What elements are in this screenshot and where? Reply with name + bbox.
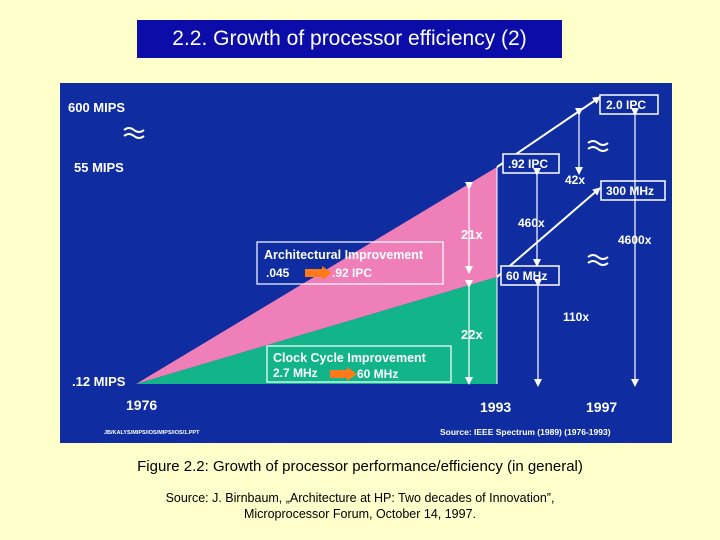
figure-id: JB/KALYS/MIPS/IOS/MIPS/IOS/1.PPT (104, 430, 200, 436)
label-year-1976: 1976 (126, 397, 157, 413)
clock-to: 60 MHz (357, 367, 398, 381)
factor-460x: 460x (518, 216, 545, 230)
factor-arrows (465, 108, 639, 387)
figure-source: Source: IEEE Spectrum (1989) (1976-1993) (440, 427, 611, 437)
label-year-1993: 1993 (480, 399, 511, 415)
source-line-1: Source: J. Birnbaum, „Architecture at HP… (165, 491, 555, 505)
clock-arrow-icon (330, 367, 357, 381)
label-55-mips: 55 MIPS (74, 160, 124, 175)
axis-break-left (123, 127, 145, 139)
factor-110x: 110x (563, 310, 589, 324)
factor-22x: 22x (461, 327, 483, 342)
source-citation: Source: J. Birnbaum, „Architecture at HP… (0, 490, 720, 522)
figure-caption: Figure 2.2: Growth of processor performa… (137, 458, 583, 475)
arch-title: Architectural Improvement (264, 248, 424, 262)
box-60-mhz (500, 265, 560, 286)
box-60-mhz-label: 60 MHz (506, 269, 547, 283)
clock-title: Clock Cycle Improvement (273, 351, 427, 365)
growth-figure: 600 MIPS 55 MIPS .12 MIPS 1976 1993 1997… (60, 83, 672, 443)
box-2-ipc-label: 2.0 IPC (606, 98, 646, 112)
box-092-ipc (502, 153, 560, 174)
source-line-2: Microprocessor Forum, October 14, 1997. (243, 507, 477, 521)
growth-diagram: 600 MIPS 55 MIPS .12 MIPS 1976 1993 1997… (68, 94, 666, 437)
arch-box (256, 241, 444, 285)
arch-arrow-icon (305, 266, 332, 280)
arch-from: .045 (266, 266, 290, 280)
box-300-mhz-label: 300 MHz (606, 184, 654, 198)
slide-title: 2.2. Growth of processor efficiency (2) (137, 20, 562, 58)
arch-to: .92 IPC (332, 266, 372, 280)
box-2-ipc (599, 94, 659, 115)
axis-break-mhz (587, 254, 609, 266)
factor-4600x: 4600x (618, 233, 652, 247)
clock-box (266, 345, 452, 383)
mhz-growth-line (496, 187, 601, 278)
factor-21x: 21x (461, 227, 483, 242)
factor-42x: 42x (565, 173, 585, 187)
axis-break-ipc (587, 140, 609, 152)
box-092-ipc-label: .92 IPC (508, 157, 548, 171)
label-year-1997: 1997 (586, 399, 617, 415)
clock-from: 2.7 MHz (273, 366, 318, 380)
label-600-mips: 600 MIPS (68, 100, 125, 115)
clock-area (136, 277, 497, 384)
label-012-mips: .12 MIPS (72, 374, 126, 389)
